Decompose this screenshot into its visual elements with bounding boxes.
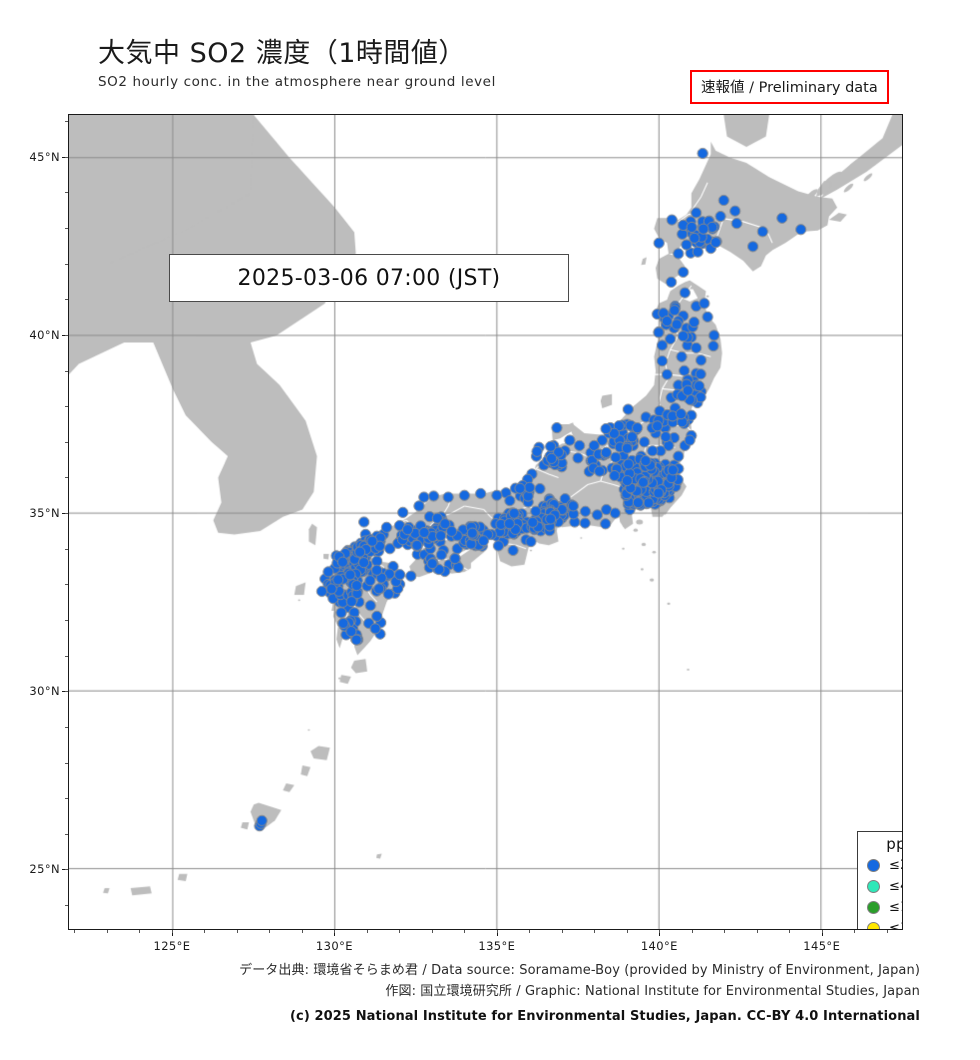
latitude-minor-tick — [65, 121, 68, 123]
preliminary-data-badge: 速報値 / Preliminary data — [690, 70, 889, 104]
longitude-minor-tick — [74, 930, 76, 933]
map-plot-frame[interactable]: 2025-03-06 07:00 (JST) ppb ≤20 ≤40 ≤100 ≤12… — [68, 114, 903, 930]
legend-item-label: ≤20 — [889, 858, 902, 873]
longitude-minor-tick — [756, 930, 758, 933]
latitude-minor-tick — [65, 228, 68, 230]
longitude-minor-tick — [399, 930, 401, 933]
latitude-minor-tick — [65, 441, 68, 443]
legend-swatch-icon — [867, 901, 880, 914]
latitude-tick-label: 45°N — [29, 149, 60, 164]
latitude-minor-tick — [65, 762, 68, 764]
latitude-minor-tick — [65, 192, 68, 194]
longitude-tick-label: 130°E — [315, 939, 353, 953]
latitude-minor-tick — [65, 334, 68, 336]
longitude-minor-tick — [236, 930, 238, 933]
footer-data-source: データ出典: 環境省そらまめ君 / Data source: Soramame-… — [239, 963, 920, 978]
longitude-tick-label: 140°E — [640, 939, 678, 953]
latitude-minor-tick — [65, 905, 68, 907]
legend-item[interactable]: ≤120 — [858, 918, 902, 930]
longitude-minor-tick — [334, 930, 336, 933]
page-subtitle: SO2 hourly conc. in the atmosphere near … — [98, 74, 496, 91]
legend-swatch-icon — [867, 922, 880, 929]
latitude-minor-tick — [65, 869, 68, 871]
longitude-minor-tick — [301, 930, 303, 933]
legend-item[interactable]: ≤100 — [858, 897, 902, 918]
footer: データ出典: 環境省そらまめ君 / Data source: Soramame-… — [0, 960, 980, 1027]
latitude-minor-tick — [65, 833, 68, 835]
latitude-minor-tick — [65, 619, 68, 621]
legend-swatch-icon — [867, 880, 880, 893]
legend-item[interactable]: ≤40 — [858, 876, 902, 897]
longitude-tick-label: 135°E — [478, 939, 516, 953]
longitude-minor-tick — [464, 930, 466, 933]
latitude-minor-tick — [65, 299, 68, 301]
legend-box: ppb ≤20≤40≤100≤120≤150≤500 — [857, 831, 902, 930]
legend-item-label: ≤40 — [889, 879, 902, 894]
latitude-minor-tick — [65, 548, 68, 550]
longitude-minor-tick — [626, 930, 628, 933]
latitude-minor-tick — [65, 477, 68, 479]
legend-item[interactable]: ≤20 — [858, 855, 902, 876]
latitude-minor-tick — [65, 798, 68, 800]
longitude-minor-tick — [171, 930, 173, 933]
longitude-minor-tick — [691, 930, 693, 933]
latitude-minor-tick — [65, 263, 68, 265]
longitude-tick-mark — [659, 930, 661, 936]
longitude-minor-tick — [659, 930, 661, 933]
page-title: 大気中 SO2 濃度（1時間値） — [98, 38, 466, 69]
longitude-tick-mark — [171, 930, 173, 936]
footer-graphic-credit: 作図: 国立環境研究所 / Graphic: National Institut… — [385, 984, 920, 999]
longitude-minor-tick — [496, 930, 498, 933]
latitude-tick-label: 25°N — [29, 862, 60, 877]
longitude-minor-tick — [106, 930, 108, 933]
title-block: 大気中 SO2 濃度（1時間値） SO2 hourly conc. in the… — [98, 38, 738, 90]
longitude-minor-tick — [821, 930, 823, 933]
longitude-minor-tick — [431, 930, 433, 933]
longitude-minor-tick — [789, 930, 791, 933]
longitude-minor-tick — [886, 930, 888, 933]
longitude-tick-mark — [496, 930, 498, 936]
longitude-minor-tick — [366, 930, 368, 933]
longitude-minor-tick — [529, 930, 531, 933]
longitude-minor-tick — [724, 930, 726, 933]
latitude-minor-tick — [65, 691, 68, 693]
latitude-minor-tick — [65, 406, 68, 408]
legend-rows: ≤20≤40≤100≤120≤150≤500 — [858, 855, 902, 930]
latitude-minor-tick — [65, 156, 68, 158]
legend-swatch-icon — [867, 859, 880, 872]
latitude-tick-label: 30°N — [29, 684, 60, 699]
longitude-minor-tick — [594, 930, 596, 933]
longitude-tick-mark — [334, 930, 336, 936]
legend-item-label: ≤120 — [889, 921, 902, 930]
latitude-tick-label: 35°N — [29, 506, 60, 521]
longitude-tick-mark — [821, 930, 823, 936]
longitude-minor-tick — [561, 930, 563, 933]
latitude-minor-tick — [65, 513, 68, 515]
longitude-tick-label: 145°E — [803, 939, 841, 953]
latitude-tick-label: 40°N — [29, 327, 60, 342]
legend-title: ppb — [886, 835, 902, 853]
latitude-minor-tick — [65, 655, 68, 657]
timestamp-box: 2025-03-06 07:00 (JST) — [169, 254, 569, 302]
footer-copyright: (c) 2025 National Institute for Environm… — [289, 1009, 920, 1024]
longitude-minor-tick — [204, 930, 206, 933]
timestamp-text: 2025-03-06 07:00 (JST) — [237, 265, 501, 291]
longitude-tick-label: 125°E — [153, 939, 191, 953]
map-canvas[interactable] — [69, 115, 902, 929]
latitude-minor-tick — [65, 584, 68, 586]
latitude-minor-tick — [65, 726, 68, 728]
longitude-minor-tick — [139, 930, 141, 933]
longitude-minor-tick — [269, 930, 271, 933]
legend-item-label: ≤100 — [889, 900, 902, 915]
longitude-minor-tick — [854, 930, 856, 933]
latitude-minor-tick — [65, 370, 68, 372]
